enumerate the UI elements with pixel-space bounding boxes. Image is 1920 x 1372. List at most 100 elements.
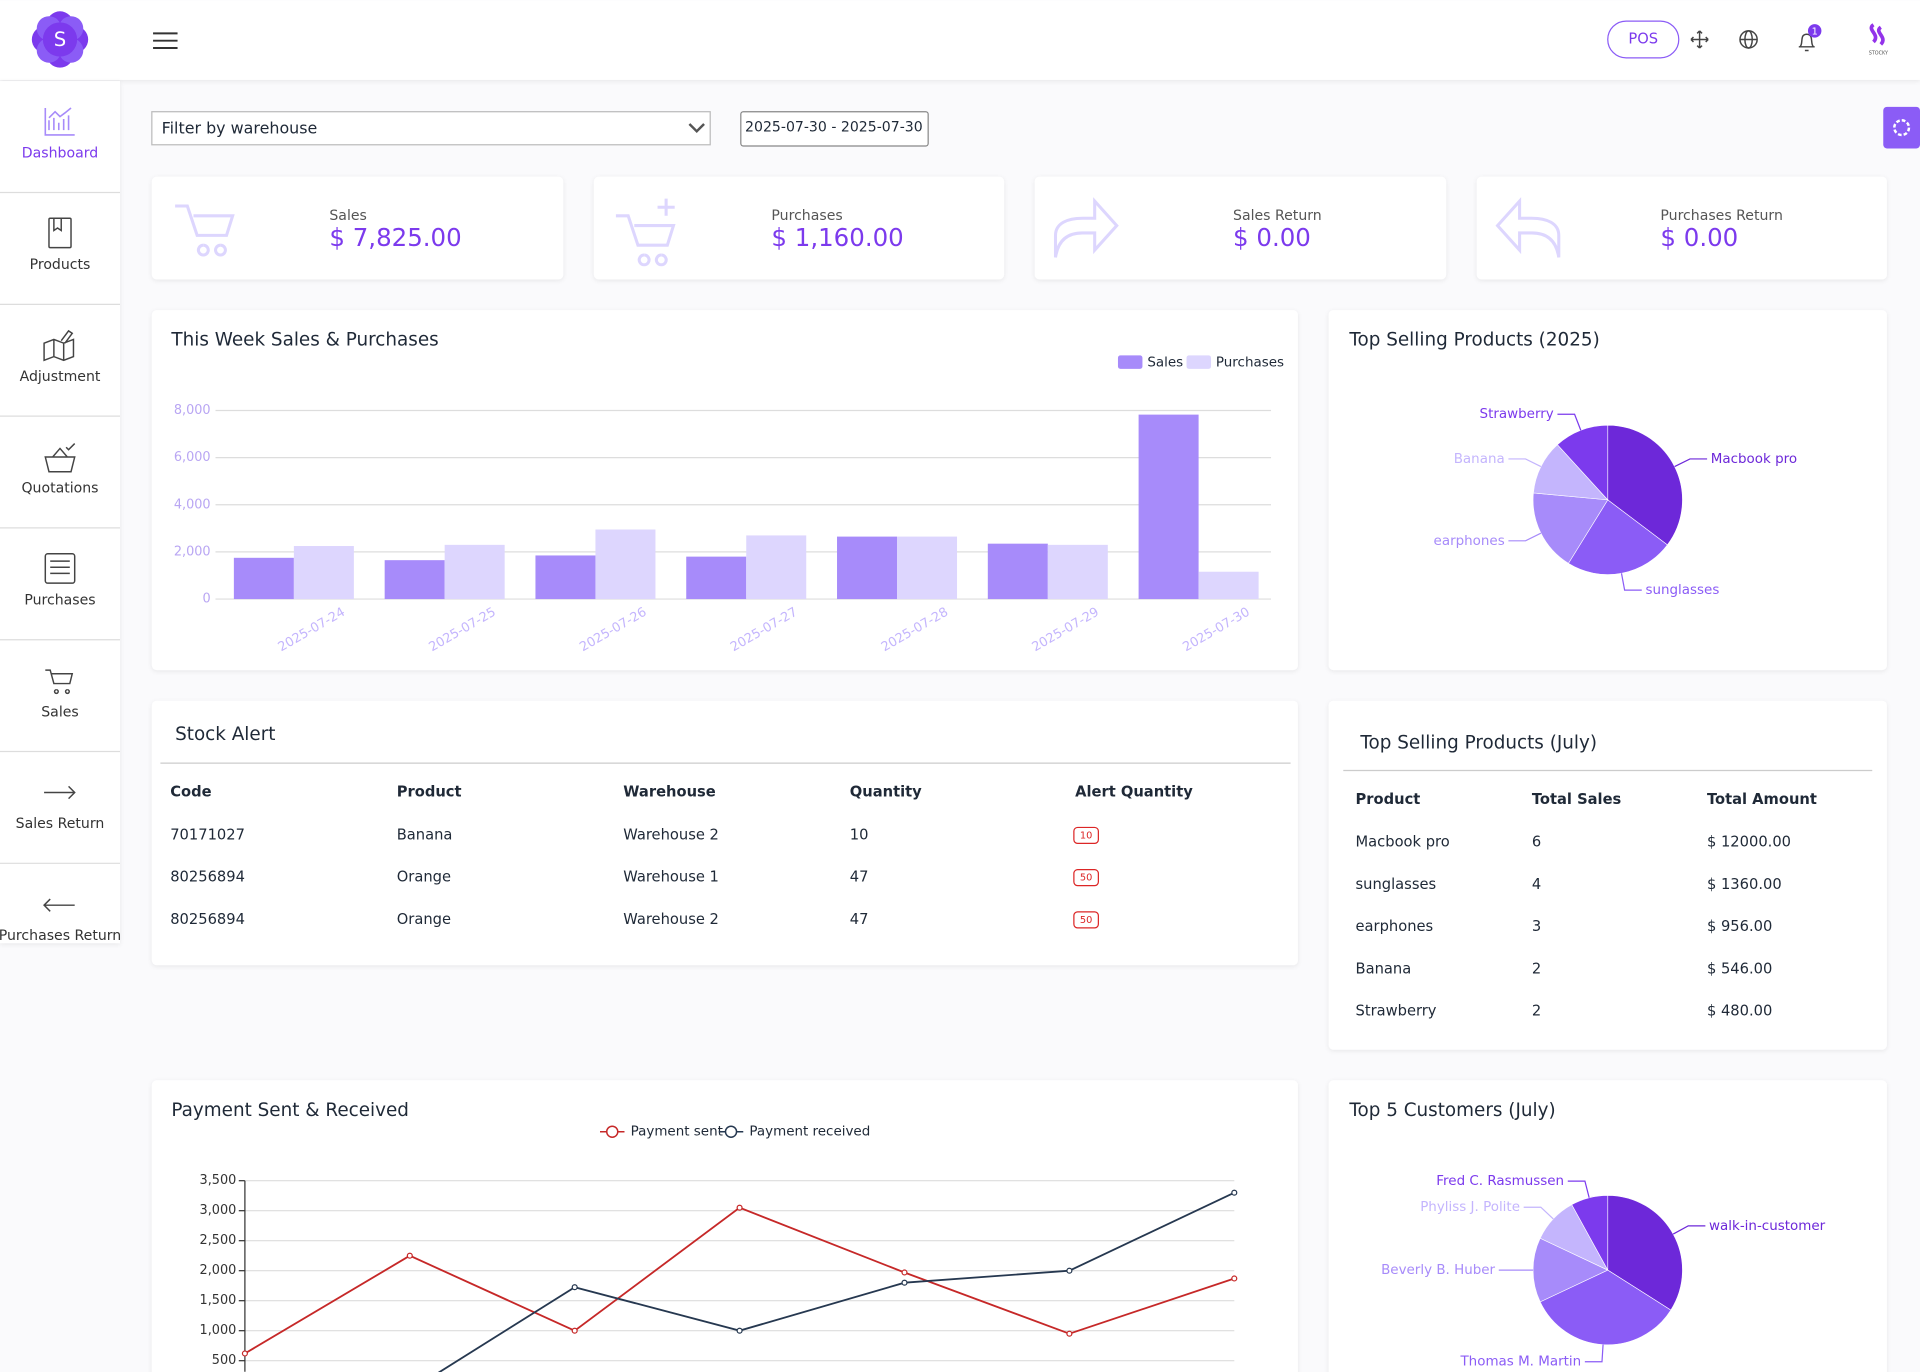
point xyxy=(901,1279,908,1286)
table-cell: Macbook pro xyxy=(1356,834,1450,851)
panel-title: Payment Sent & Received xyxy=(171,1100,409,1121)
y-tick-label: 1,500 xyxy=(200,1293,237,1308)
table-cell: sunglasses xyxy=(1356,876,1437,893)
column-header: Product xyxy=(397,784,462,801)
legend-marker xyxy=(724,1125,738,1138)
menu-toggle[interactable] xyxy=(153,32,178,50)
bar xyxy=(837,536,898,600)
alert-badge xyxy=(1073,911,1099,929)
language-icon[interactable] xyxy=(1739,30,1758,49)
pie-slice xyxy=(1532,1237,1609,1303)
leader-line xyxy=(1584,1344,1604,1363)
table-cell: 4 xyxy=(1532,876,1541,893)
table-cell: Banana xyxy=(397,826,453,843)
nav-label: Purchases Return xyxy=(0,928,121,944)
fullscreen-icon[interactable] xyxy=(1690,30,1709,49)
table-cell: 10 xyxy=(850,826,869,843)
leader-line xyxy=(1620,573,1642,591)
table-cell: earphones xyxy=(1356,918,1434,935)
panels xyxy=(151,176,1887,1372)
table-cell: 50 xyxy=(1080,915,1092,926)
bar xyxy=(233,557,294,600)
table-cell: 80256894 xyxy=(170,869,245,886)
bar xyxy=(595,529,656,600)
table-cell: Strawberry xyxy=(1356,1003,1437,1020)
y-tick-label: 2,000 xyxy=(200,1263,237,1278)
column-header: Alert Quantity xyxy=(1075,784,1193,801)
brand-icon[interactable]: STOCKY xyxy=(1869,23,1888,57)
panel-title: Stock Alert xyxy=(175,724,275,745)
slice-label: Phyliss J. Polite xyxy=(1420,1200,1520,1215)
panel-title: Top Selling Products (2025) xyxy=(1348,330,1599,351)
nav-label: Products xyxy=(30,257,91,273)
notifications-icon[interactable] xyxy=(1798,33,1815,52)
panel-title: Top 5 Customers (July) xyxy=(1348,1100,1555,1121)
date-range-picker[interactable] xyxy=(740,111,929,147)
y-tick-label: 2,500 xyxy=(200,1233,237,1248)
legend-label: Payment received xyxy=(749,1125,870,1140)
pie-slice xyxy=(1607,1195,1683,1311)
topbar xyxy=(0,0,1920,80)
legend-swatch xyxy=(1186,355,1212,369)
warehouse-select[interactable] xyxy=(151,111,711,146)
table-cell: 47 xyxy=(850,869,869,886)
table-cell: $ 480.00 xyxy=(1707,1003,1772,1020)
table-cell: 50 xyxy=(1080,873,1092,884)
point xyxy=(1231,1189,1238,1196)
alert-badge xyxy=(1073,826,1099,844)
point xyxy=(571,1284,578,1291)
pos-label: POS xyxy=(1628,30,1658,47)
bar xyxy=(293,546,354,600)
point xyxy=(736,1327,743,1334)
table-cell: $ 1360.00 xyxy=(1707,876,1782,893)
legend-label: Purchases xyxy=(1216,356,1284,371)
column-header: Product xyxy=(1356,791,1421,808)
y-tick-label: 3,000 xyxy=(200,1203,237,1218)
table-cell: Orange xyxy=(397,911,451,928)
slice-label: earphones xyxy=(1434,534,1505,549)
point xyxy=(406,1252,413,1259)
sidebar xyxy=(0,81,120,944)
table-cell: Warehouse 1 xyxy=(623,869,719,886)
column-header: Total Sales xyxy=(1532,791,1622,808)
slice-label: Beverly B. Huber xyxy=(1381,1263,1495,1278)
table-cell: 2 xyxy=(1532,1003,1541,1020)
panel-title: This Week Sales & Purchases xyxy=(170,330,438,351)
y-tick-label: 4,000 xyxy=(174,497,211,512)
legend-label: Payment sent xyxy=(631,1125,723,1140)
slice-label: Strawberry xyxy=(1480,407,1554,422)
settings-button[interactable] xyxy=(1883,106,1920,149)
table-cell: Banana xyxy=(1356,960,1412,977)
pos-button[interactable] xyxy=(1607,20,1680,59)
sidebar-icons xyxy=(43,107,76,912)
bar xyxy=(1198,571,1259,600)
panel-title: Top Selling Products (July) xyxy=(1359,733,1597,754)
legend-marker xyxy=(606,1125,619,1138)
bar xyxy=(746,535,807,600)
y-tick-label: 0 xyxy=(202,592,210,607)
legend-swatch xyxy=(1117,355,1143,369)
y-tick-label: 3,500 xyxy=(200,1173,237,1188)
column-header: Code xyxy=(170,784,211,801)
table-cell: 3 xyxy=(1532,918,1541,935)
slice-label: Banana xyxy=(1454,452,1505,467)
card-label: Sales xyxy=(329,208,366,224)
brand-name: STOCKY xyxy=(1869,50,1888,56)
table-cell: $ 956.00 xyxy=(1707,918,1772,935)
bar xyxy=(897,536,958,600)
slice-label: sunglasses xyxy=(1645,583,1719,598)
legend-label: Sales xyxy=(1147,356,1183,371)
table-cell: 80256894 xyxy=(170,911,245,928)
table-cell: Orange xyxy=(397,869,451,886)
pie-slice xyxy=(1568,499,1668,575)
pie-slice xyxy=(1607,424,1683,546)
bar xyxy=(535,555,596,600)
leader-line xyxy=(1523,1206,1554,1220)
point xyxy=(1066,1267,1073,1274)
leader-line xyxy=(1557,413,1582,431)
slice-label: Macbook pro xyxy=(1711,452,1797,467)
card-value: $ 0.00 xyxy=(1233,223,1311,252)
logo[interactable]: S xyxy=(31,11,89,68)
card-value: $ 7,825.00 xyxy=(329,223,461,252)
nav-label: Dashboard xyxy=(22,145,98,161)
